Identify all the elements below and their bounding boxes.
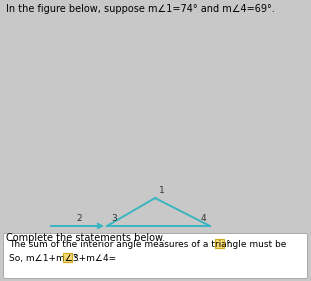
Text: 2: 2 <box>77 214 82 223</box>
Text: Complete the statements below.: Complete the statements below. <box>6 233 165 243</box>
Text: So, m∠1+m∠3+m∠4=: So, m∠1+m∠3+m∠4= <box>9 254 116 263</box>
FancyBboxPatch shape <box>3 234 308 278</box>
Text: 4: 4 <box>200 214 206 223</box>
Text: 3: 3 <box>111 214 117 223</box>
Text: 1: 1 <box>159 186 165 195</box>
Text: °.: °. <box>225 240 232 249</box>
Text: In the figure below, suppose m∠1=74° and m∠4=69°.: In the figure below, suppose m∠1=74° and… <box>6 4 275 14</box>
Bar <box>63 253 72 262</box>
Text: The sum of the interior angle measures of a triangle must be: The sum of the interior angle measures o… <box>9 240 289 249</box>
Text: °.: °. <box>72 254 80 263</box>
Bar <box>215 239 224 248</box>
Bar <box>63 253 72 262</box>
Bar <box>215 239 224 248</box>
